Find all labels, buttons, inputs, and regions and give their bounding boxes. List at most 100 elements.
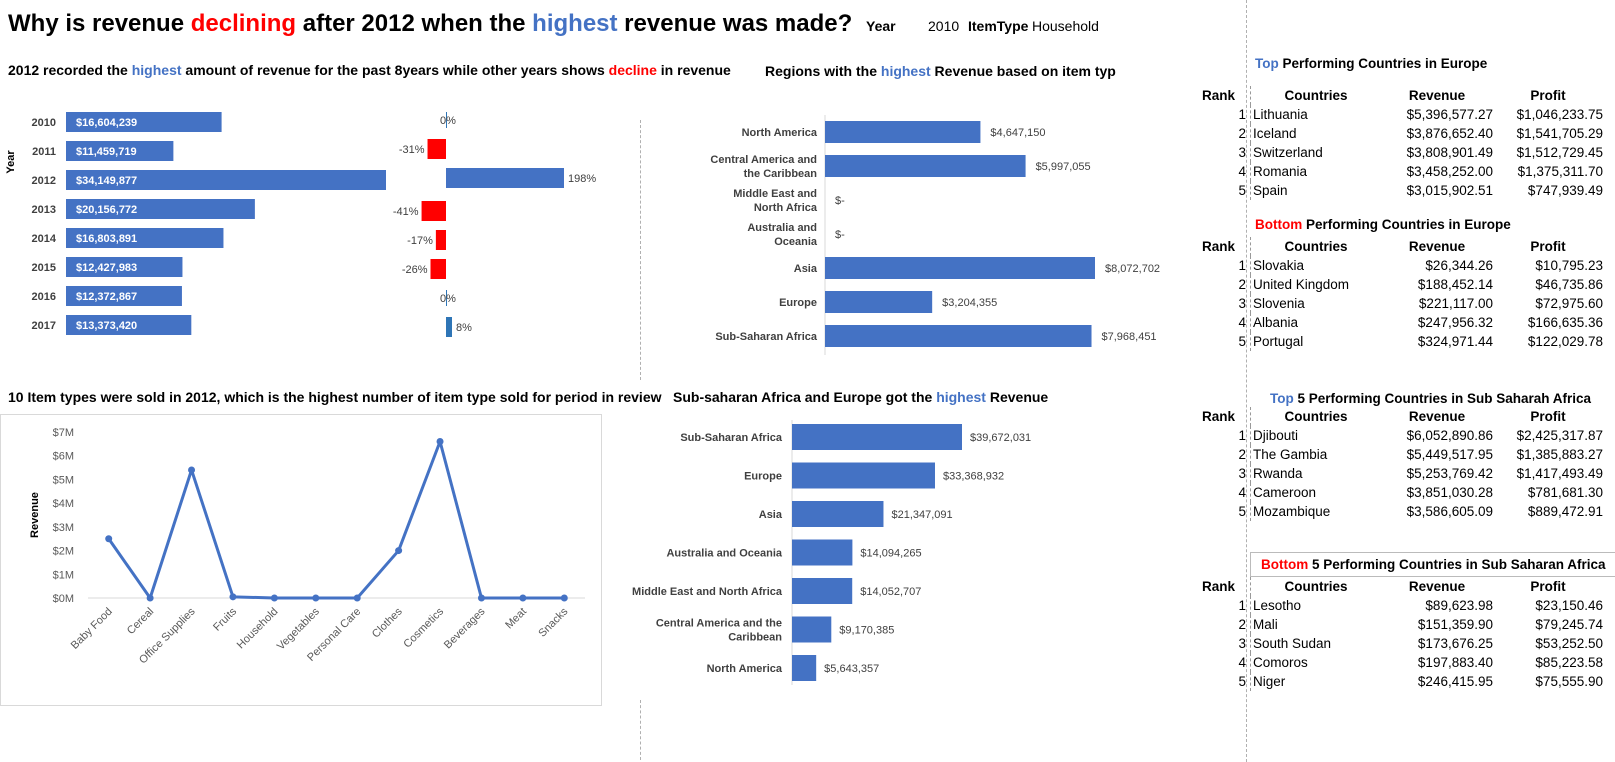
revenue-cell: $3,458,252.00 (1406, 164, 1493, 179)
region-bar-label: $8,072,702 (1105, 263, 1160, 275)
rank-cell: 5 (1202, 502, 1251, 521)
yoy-label: -17% (407, 235, 433, 247)
table-title-highlight: Top (1255, 56, 1279, 71)
column-header: Countries (1284, 239, 1348, 254)
year-tick-label: 2010 (32, 117, 56, 129)
table-row: 4 Comoros $197,883.40 $85,223.58 (1202, 653, 1603, 672)
column-header: Rank (1202, 237, 1251, 256)
data-point (560, 594, 568, 602)
y-tick-label: $7M (53, 427, 74, 439)
data-point (436, 437, 444, 445)
year-filter-value[interactable]: 2010 (928, 18, 960, 34)
column-header: Profit (1530, 579, 1566, 594)
region-tick-label: Middle East and North Africa (733, 188, 818, 214)
region-tick-label: Australia and Oceania (666, 548, 782, 560)
column-header: Countries (1284, 409, 1348, 424)
revenue-cell: $3,876,652.40 (1406, 126, 1493, 141)
y-tick-label: $4M (53, 498, 74, 510)
year-tick-label: 2014 (32, 233, 57, 245)
profit-cell: $1,541,705.29 (1516, 126, 1603, 141)
y-tick-label: $2M (53, 546, 74, 558)
revenue-bar-label: $13,373,420 (76, 320, 137, 332)
revenue-bar (66, 228, 224, 248)
country-cell: The Gambia (1253, 447, 1328, 462)
yoy-bar (446, 112, 447, 128)
country-cell: Albania (1253, 315, 1299, 330)
x-tick-label: Cereal (125, 606, 156, 637)
yoy-bar (446, 317, 452, 337)
country-cell: Portugal (1253, 334, 1304, 349)
table-row: 1 Lesotho $89,623.98 $23,150.46 (1202, 596, 1603, 615)
revenue-bar-label: $16,803,891 (76, 233, 137, 245)
column-header: Rank (1202, 577, 1251, 596)
y-axis-label: Revenue (29, 492, 41, 538)
revenue-cell: $3,015,902.51 (1406, 183, 1493, 198)
x-tick-label: Baby Food (69, 606, 115, 652)
profit-cell: $23,150.46 (1535, 598, 1603, 613)
revenue-cell: $221,117.00 (1418, 296, 1493, 311)
yoy-bar (446, 168, 564, 188)
profit-cell: $166,635.36 (1527, 315, 1603, 330)
profit-cell: $46,735.86 (1535, 277, 1603, 292)
yearly-subtitle: 2012 recorded the highest amount of reve… (8, 62, 731, 78)
year-tick-label: 2013 (32, 204, 56, 216)
itemtype-filter-value[interactable]: Household (1032, 18, 1099, 34)
rank-cell: 2 (1202, 124, 1251, 143)
table-row: 4 Albania $247,956.32 $166,635.36 (1202, 313, 1603, 332)
country-cell: Mali (1253, 617, 1278, 632)
revenue-bar (66, 112, 222, 132)
data-point (188, 466, 196, 474)
yoy-bar (446, 290, 447, 306)
data-point (312, 594, 320, 602)
table-row: 3 Switzerland $3,808,901.49 $1,512,729.45 (1202, 143, 1603, 162)
rank-cell: 3 (1202, 143, 1251, 162)
yoy-label: -31% (399, 144, 425, 156)
profit-cell: $122,029.78 (1527, 334, 1603, 349)
divider (640, 700, 641, 760)
profit-cell: $79,245.74 (1535, 617, 1603, 632)
y-tick-label: $3M (53, 522, 74, 534)
revenue-bar (66, 315, 192, 335)
revenue-bar-label: $11,459,719 (76, 146, 137, 158)
data-point (353, 594, 361, 602)
country-cell: Djibouti (1253, 428, 1299, 443)
region-tick-label: Asia (759, 509, 783, 521)
revenue-cell: $324,971.44 (1417, 334, 1493, 349)
column-header: Countries (1284, 88, 1348, 103)
table-row: 5 Niger $246,415.95 $75,555.90 (1202, 672, 1603, 691)
revenue-cell: $26,344.26 (1425, 258, 1493, 273)
yoy-label: 0% (440, 115, 456, 127)
rank-cell: 4 (1202, 653, 1251, 672)
column-header: Revenue (1408, 239, 1466, 254)
rank-cell: 3 (1202, 464, 1251, 483)
table-title-text: Performing Countries in Europe (1278, 56, 1488, 71)
ranking-table: Rank Countries Revenue Profit 1 Djibouti $6,05… (1202, 407, 1603, 521)
column-header: Countries (1284, 579, 1348, 594)
column-header: Profit (1530, 409, 1566, 424)
revenue-bar-label: $16,604,239 (76, 117, 137, 129)
table-row: 1 Lithuania $5,396,577.27 $1,046,233.75 (1202, 105, 1603, 124)
data-point (270, 594, 278, 602)
profit-cell: $1,385,883.27 (1516, 447, 1603, 462)
region-bar (825, 291, 933, 313)
x-tick-label: Cosmetics (401, 605, 446, 650)
year-tick-label: 2015 (32, 262, 56, 274)
profit-cell: $85,223.58 (1535, 655, 1603, 670)
y-tick-label: $1M (53, 569, 74, 581)
column-header: Profit (1530, 239, 1566, 254)
ranking-table: Rank Countries Revenue Profit 1 Slovakia $26,3… (1202, 237, 1603, 351)
x-tick-label: Meat (503, 606, 529, 632)
x-tick-label: Snacks (536, 605, 570, 639)
region-total-label: $21,347,091 (891, 509, 952, 521)
country-cell: Lithuania (1253, 107, 1308, 122)
y-tick-label: $5M (53, 474, 74, 486)
revenue-cell: $197,883.40 (1417, 655, 1493, 670)
revenue-cell: $5,449,517.95 (1406, 447, 1493, 462)
region-total-bar (792, 655, 817, 681)
region-bar-label: $- (835, 195, 845, 207)
revenue-cell: $151,359.90 (1417, 617, 1493, 632)
region-bar-label: $4,647,150 (990, 127, 1045, 139)
revenue-bar-label: $12,427,983 (76, 262, 137, 274)
region-tick-label: Sub-Saharan Africa (715, 331, 818, 343)
data-point (519, 594, 527, 602)
